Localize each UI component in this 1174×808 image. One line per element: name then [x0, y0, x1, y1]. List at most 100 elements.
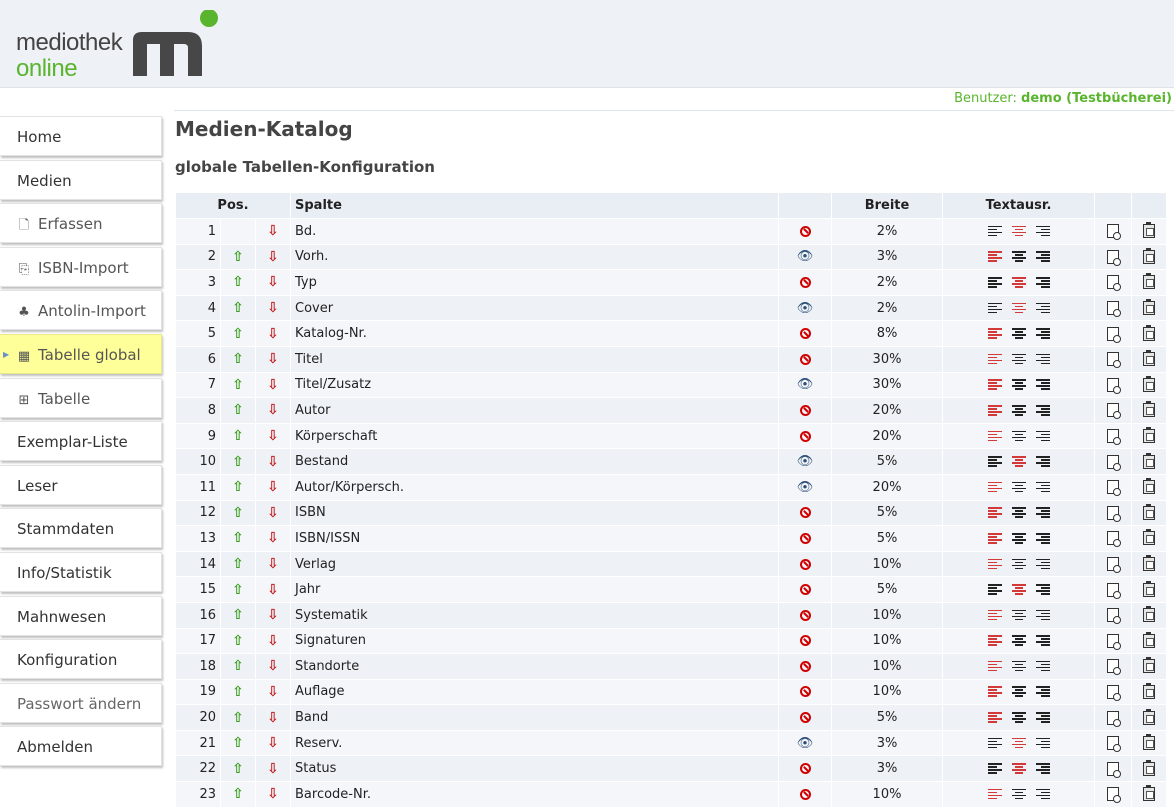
move-up-icon[interactable]: ⇧: [232, 760, 244, 777]
move-up-icon[interactable]: ⇧: [232, 428, 244, 445]
preview-icon[interactable]: [1107, 352, 1121, 369]
align-left-icon[interactable]: [987, 788, 1002, 800]
eye-icon[interactable]: 👁: [796, 377, 814, 393]
align-left-icon[interactable]: [987, 430, 1002, 442]
align-right-icon[interactable]: [1035, 763, 1050, 774]
move-down-icon[interactable]: ⇩: [267, 479, 279, 496]
align-right-icon[interactable]: [1035, 302, 1050, 314]
preview-icon[interactable]: [1107, 377, 1121, 394]
clipboard-icon[interactable]: [1143, 555, 1155, 572]
align-center-icon[interactable]: [1011, 430, 1026, 442]
align-right-icon[interactable]: [1035, 507, 1050, 518]
align-left-icon[interactable]: [987, 737, 1002, 749]
move-down-icon[interactable]: ⇩: [267, 274, 279, 291]
preview-icon[interactable]: [1107, 249, 1121, 266]
align-center-icon[interactable]: [1011, 558, 1026, 570]
align-left-icon[interactable]: [987, 609, 1002, 621]
move-down-icon[interactable]: ⇩: [267, 556, 279, 573]
align-left-icon[interactable]: [987, 251, 1002, 262]
clipboard-icon[interactable]: [1143, 375, 1155, 392]
align-left-icon[interactable]: [987, 507, 1002, 518]
align-right-icon[interactable]: [1035, 430, 1050, 442]
move-up-icon[interactable]: ⇧: [232, 607, 244, 624]
clipboard-icon[interactable]: [1143, 452, 1155, 469]
align-center-icon[interactable]: [1011, 251, 1026, 262]
align-left-icon[interactable]: [987, 712, 1002, 723]
sidebar-item-tabelle[interactable]: ⊞ Tabelle: [0, 377, 162, 418]
sidebar-item-erfassen[interactable]: 🗋 Erfassen: [0, 203, 162, 244]
move-down-icon[interactable]: ⇩: [267, 632, 279, 649]
align-left-icon[interactable]: [987, 302, 1002, 314]
align-center-icon[interactable]: [1011, 584, 1026, 595]
move-down-icon[interactable]: ⇩: [267, 709, 279, 726]
move-up-icon[interactable]: ⇧: [232, 786, 244, 803]
move-down-icon[interactable]: ⇩: [267, 683, 279, 700]
align-center-icon[interactable]: [1011, 660, 1026, 672]
move-down-icon[interactable]: ⇩: [267, 786, 279, 803]
preview-icon[interactable]: [1107, 582, 1121, 599]
clipboard-icon[interactable]: [1143, 734, 1155, 751]
move-up-icon[interactable]: ⇧: [232, 632, 244, 649]
move-up-icon[interactable]: ⇧: [232, 683, 244, 700]
preview-icon[interactable]: [1107, 403, 1121, 420]
move-up-icon[interactable]: ⇧: [232, 351, 244, 368]
align-right-icon[interactable]: [1035, 379, 1050, 390]
align-center-icon[interactable]: [1011, 763, 1026, 774]
align-left-icon[interactable]: [987, 276, 1002, 288]
align-center-icon[interactable]: [1011, 686, 1026, 698]
move-down-icon[interactable]: ⇩: [267, 658, 279, 675]
align-center-icon[interactable]: [1011, 379, 1026, 390]
align-left-icon[interactable]: [987, 481, 1002, 493]
align-left-icon[interactable]: [987, 532, 1002, 544]
move-down-icon[interactable]: ⇩: [267, 607, 279, 624]
hidden-icon[interactable]: [799, 788, 811, 800]
clipboard-icon[interactable]: [1143, 350, 1155, 367]
move-down-icon[interactable]: ⇩: [267, 735, 279, 752]
preview-icon[interactable]: [1107, 275, 1121, 292]
align-left-icon[interactable]: [987, 379, 1002, 390]
align-right-icon[interactable]: [1035, 660, 1050, 672]
move-down-icon[interactable]: ⇩: [267, 428, 279, 445]
sidebar-item-isbn-import[interactable]: ⎘ ISBN-Import: [0, 246, 162, 287]
align-center-icon[interactable]: [1011, 456, 1026, 467]
sidebar-item-passwort-ändern[interactable]: Passwort ändern: [0, 682, 162, 723]
align-left-icon[interactable]: [987, 686, 1002, 698]
move-up-icon[interactable]: ⇧: [232, 402, 244, 419]
align-left-icon[interactable]: [987, 456, 1002, 467]
preview-icon[interactable]: [1107, 736, 1121, 753]
clipboard-icon[interactable]: [1143, 478, 1155, 495]
hidden-icon[interactable]: [799, 686, 811, 698]
move-up-icon[interactable]: ⇧: [232, 581, 244, 598]
align-right-icon[interactable]: [1035, 737, 1050, 749]
clipboard-icon[interactable]: [1143, 785, 1155, 802]
align-right-icon[interactable]: [1035, 788, 1050, 800]
preview-icon[interactable]: [1107, 787, 1121, 804]
hidden-icon[interactable]: [799, 712, 811, 724]
clipboard-icon[interactable]: [1143, 631, 1155, 648]
clipboard-icon[interactable]: [1143, 324, 1155, 341]
preview-icon[interactable]: [1107, 659, 1121, 676]
move-up-icon[interactable]: ⇧: [232, 530, 244, 547]
preview-icon[interactable]: [1107, 761, 1121, 778]
align-center-icon[interactable]: [1011, 353, 1026, 365]
align-right-icon[interactable]: [1035, 404, 1050, 416]
move-down-icon[interactable]: ⇩: [267, 453, 279, 470]
move-down-icon[interactable]: ⇩: [267, 504, 279, 521]
align-right-icon[interactable]: [1035, 353, 1050, 365]
align-right-icon[interactable]: [1035, 532, 1050, 544]
clipboard-icon[interactable]: [1143, 427, 1155, 444]
move-down-icon[interactable]: ⇩: [267, 402, 279, 419]
eye-icon[interactable]: 👁: [796, 479, 814, 495]
sidebar-item-exemplar-liste[interactable]: Exemplar-Liste: [0, 421, 162, 462]
hidden-icon[interactable]: [799, 558, 811, 570]
preview-icon[interactable]: [1107, 505, 1121, 522]
sidebar-item-medien[interactable]: Medien: [0, 159, 162, 200]
move-down-icon[interactable]: ⇩: [267, 581, 279, 598]
align-right-icon[interactable]: [1035, 635, 1050, 646]
align-center-icon[interactable]: [1011, 737, 1026, 749]
align-center-icon[interactable]: [1011, 712, 1026, 723]
move-up-icon[interactable]: ⇧: [232, 274, 244, 291]
hidden-icon[interactable]: [799, 276, 811, 288]
align-center-icon[interactable]: [1011, 507, 1026, 518]
eye-icon[interactable]: 👁: [796, 454, 814, 470]
